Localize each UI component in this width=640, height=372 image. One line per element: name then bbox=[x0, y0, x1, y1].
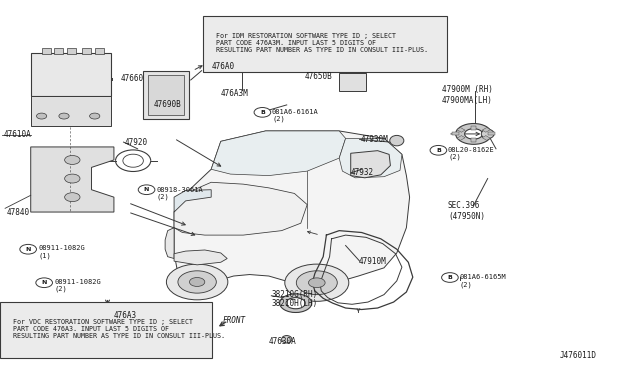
Text: 081A6-6161A
(2): 081A6-6161A (2) bbox=[272, 109, 319, 122]
Text: 08911-1082G
(1): 08911-1082G (1) bbox=[38, 246, 85, 259]
Circle shape bbox=[296, 271, 337, 295]
Text: 08918-3061A
(2): 08918-3061A (2) bbox=[157, 187, 204, 200]
Bar bbox=[54, 48, 63, 54]
Text: 08911-1082G
(2): 08911-1082G (2) bbox=[54, 279, 101, 292]
Text: For IDM RESTORATION SOFTWARE TYPE ID ; SELECT
PART CODE 476A3M. INPUT LAST 5 DIG: For IDM RESTORATION SOFTWARE TYPE ID ; S… bbox=[216, 33, 428, 53]
Polygon shape bbox=[351, 151, 390, 178]
Polygon shape bbox=[165, 228, 174, 259]
Polygon shape bbox=[211, 131, 346, 176]
Text: (47950N): (47950N) bbox=[448, 212, 485, 221]
Text: FRONT: FRONT bbox=[223, 316, 246, 325]
Bar bbox=[339, 73, 366, 91]
Text: 47660: 47660 bbox=[120, 74, 143, 83]
Circle shape bbox=[189, 278, 205, 286]
Bar bbox=[452, 132, 459, 135]
Ellipse shape bbox=[282, 336, 292, 343]
FancyBboxPatch shape bbox=[203, 16, 447, 72]
Circle shape bbox=[254, 108, 271, 117]
Ellipse shape bbox=[443, 273, 453, 281]
Circle shape bbox=[430, 145, 447, 155]
Circle shape bbox=[285, 264, 349, 301]
Text: 476A0: 476A0 bbox=[211, 62, 234, 71]
Polygon shape bbox=[339, 138, 402, 178]
Text: 47610A: 47610A bbox=[3, 130, 31, 139]
Text: 47650B: 47650B bbox=[305, 72, 332, 81]
Bar bbox=[457, 128, 465, 132]
Circle shape bbox=[36, 113, 47, 119]
Text: N: N bbox=[144, 187, 149, 192]
Bar bbox=[95, 48, 104, 54]
Bar bbox=[82, 48, 91, 54]
Circle shape bbox=[308, 278, 325, 288]
Ellipse shape bbox=[481, 129, 494, 138]
Bar bbox=[148, 75, 184, 115]
FancyBboxPatch shape bbox=[0, 302, 212, 358]
Ellipse shape bbox=[390, 135, 404, 146]
Text: 08L20-8162E
(2): 08L20-8162E (2) bbox=[448, 147, 495, 160]
Polygon shape bbox=[31, 147, 114, 212]
Circle shape bbox=[138, 185, 155, 195]
Circle shape bbox=[65, 174, 80, 183]
Text: J476011D: J476011D bbox=[560, 351, 597, 360]
Text: 47930M: 47930M bbox=[361, 135, 388, 144]
Circle shape bbox=[59, 113, 69, 119]
Polygon shape bbox=[172, 131, 410, 285]
Bar bbox=[488, 132, 495, 135]
Polygon shape bbox=[174, 182, 307, 235]
Bar bbox=[482, 136, 490, 140]
Bar bbox=[457, 136, 465, 140]
Bar bbox=[471, 138, 476, 141]
Text: N: N bbox=[42, 280, 47, 285]
Bar bbox=[31, 96, 111, 126]
Text: 47900MA(LH): 47900MA(LH) bbox=[442, 96, 492, 105]
Bar bbox=[67, 48, 76, 54]
Text: B: B bbox=[436, 148, 441, 153]
Bar bbox=[471, 126, 476, 130]
Text: 47690B: 47690B bbox=[154, 100, 181, 109]
Text: 476A3M: 476A3M bbox=[221, 89, 248, 98]
Text: 47630A: 47630A bbox=[269, 337, 296, 346]
Text: 47932: 47932 bbox=[351, 169, 374, 177]
Text: N: N bbox=[26, 247, 31, 252]
Circle shape bbox=[20, 244, 36, 254]
Text: 081A6-6165M
(2): 081A6-6165M (2) bbox=[460, 274, 506, 288]
Text: SEC.396: SEC.396 bbox=[448, 201, 481, 210]
Text: 476A3: 476A3 bbox=[114, 311, 137, 320]
Text: 47840: 47840 bbox=[6, 208, 29, 217]
Text: B: B bbox=[447, 275, 452, 280]
Circle shape bbox=[36, 278, 52, 288]
Text: 47910M: 47910M bbox=[358, 257, 386, 266]
Text: 47920: 47920 bbox=[125, 138, 148, 147]
Circle shape bbox=[166, 264, 228, 300]
Polygon shape bbox=[174, 250, 227, 265]
Text: 47900M (RH): 47900M (RH) bbox=[442, 85, 492, 94]
Polygon shape bbox=[174, 190, 211, 212]
Circle shape bbox=[65, 193, 80, 202]
Text: 38210G(RH): 38210G(RH) bbox=[271, 290, 317, 299]
Circle shape bbox=[442, 273, 458, 282]
Bar bbox=[42, 48, 51, 54]
Bar bbox=[143, 71, 189, 119]
Text: For VDC RESTORATION SOFTWARE TYPE ID ; SELECT
PART CODE 476A3. INPUT LAST 5 DIGI: For VDC RESTORATION SOFTWARE TYPE ID ; S… bbox=[13, 319, 225, 339]
Text: 38210H(LH): 38210H(LH) bbox=[271, 299, 317, 308]
Circle shape bbox=[90, 113, 100, 119]
Circle shape bbox=[65, 155, 80, 164]
Bar bbox=[482, 128, 490, 132]
Text: B: B bbox=[260, 110, 265, 115]
Bar bbox=[31, 53, 111, 96]
Circle shape bbox=[178, 271, 216, 293]
